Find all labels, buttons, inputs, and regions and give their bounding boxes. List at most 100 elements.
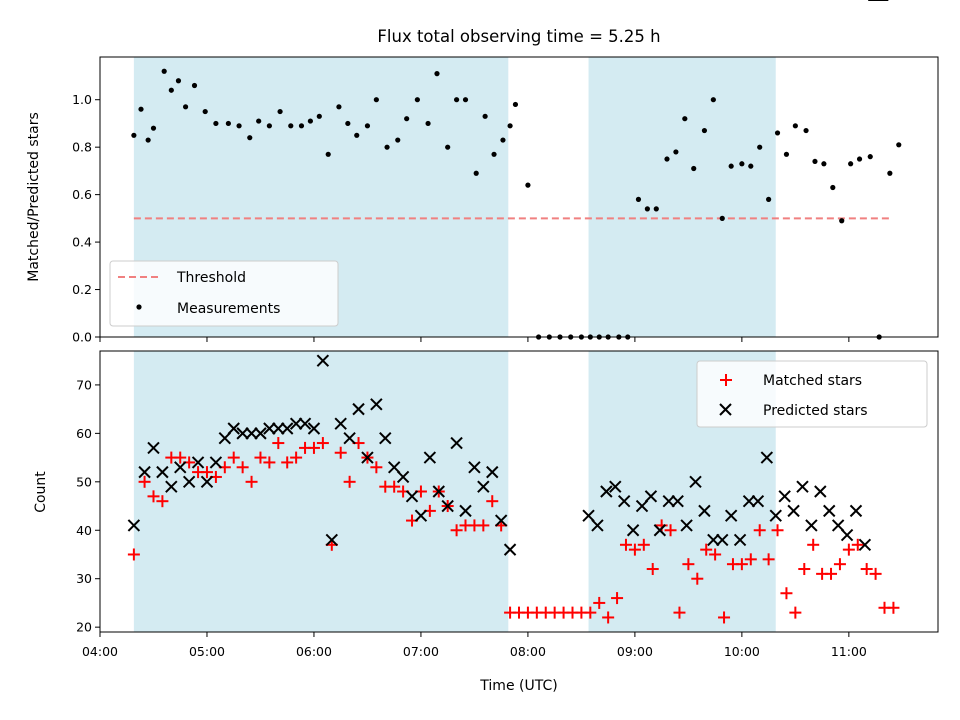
predicted-stars-point [823, 504, 836, 518]
matched-stars-point [343, 475, 356, 488]
matched-stars-point [281, 456, 294, 469]
matched-stars-point [762, 553, 775, 566]
matched-stars-point [316, 437, 329, 450]
matched-stars-point [611, 592, 624, 605]
predicted-stars-point [477, 480, 490, 493]
predicted-stars-point [653, 524, 667, 537]
matched-stars-point [254, 451, 267, 464]
measurements-point [821, 161, 827, 167]
cross-bar [165, 480, 178, 493]
predicted-stars-point [671, 494, 684, 508]
matched-stars-point [682, 558, 695, 571]
y-tick-label: 70 [76, 377, 92, 392]
matched-stars-point [602, 611, 615, 624]
ratio-y-label: Matched/Predicted stars [26, 112, 42, 282]
matched-stars-point [860, 563, 873, 576]
cross-bar [441, 499, 454, 513]
matched-stars-point [842, 543, 855, 556]
cross-bar [370, 398, 383, 411]
cross-bar [432, 485, 445, 498]
cross-bar [671, 494, 684, 508]
predicted-stars-point [423, 451, 437, 464]
predicted-stars-point [494, 514, 508, 527]
measurements-point [803, 127, 809, 134]
cross-bar [209, 456, 223, 469]
predicted-stars-point [289, 417, 303, 430]
matched-stars-point [486, 495, 499, 508]
predicted-stars-point [644, 490, 658, 503]
cross-bar [707, 533, 720, 547]
cross-bar [325, 533, 338, 547]
predicted-stars-point [689, 475, 702, 489]
matched-stars-point [147, 490, 160, 503]
matched-stars-point [744, 553, 757, 566]
measurements-point [644, 206, 650, 212]
predicted-stars-point [600, 485, 613, 498]
matched-stars-point [388, 480, 401, 493]
matched-legend-label: Matched stars [763, 373, 862, 389]
predicted-stars-point [343, 431, 356, 445]
predicted-stars-point [165, 480, 178, 493]
predicted-stars-point [450, 436, 463, 450]
y-tick-label: 0.8 [72, 140, 92, 155]
matched-stars-point [127, 548, 140, 561]
measurements-point [491, 151, 497, 157]
y-tick-label: 60 [76, 426, 92, 441]
measurements-point [395, 137, 401, 143]
y-tick-label: 0.4 [72, 235, 92, 250]
measurements-point [453, 97, 460, 103]
matched-stars-point [628, 543, 641, 556]
matched-stars-point [236, 461, 249, 474]
predicted-stars-point [698, 504, 711, 518]
measurements-point [373, 97, 379, 103]
matched-stars-point [227, 451, 240, 464]
matched-stars-point [334, 446, 347, 459]
cross-bar [174, 461, 187, 474]
cross-bar [289, 417, 303, 430]
cross-bar [769, 509, 782, 522]
matched-stars-point [584, 606, 597, 619]
measurements-point [191, 82, 198, 89]
predicted-stars-point [370, 398, 383, 411]
measurements-point [168, 87, 174, 93]
predicted-stars-point [609, 480, 622, 493]
measurements-point [266, 123, 272, 129]
x-tick-label: 09:00 [617, 644, 653, 659]
y-tick-label: 40 [76, 523, 92, 538]
y-tick-label: 0.0 [72, 330, 92, 345]
observing-window [133, 351, 509, 632]
matched-stars-point [593, 596, 606, 609]
measurements-point [247, 135, 253, 141]
predicted-stars-point [591, 519, 604, 532]
matched-stars-point [771, 524, 784, 537]
ratio-panel: 0.0 0.2 0.4 0.6 0.8 1.0 Matched/Predicted sta… [26, 56, 939, 345]
matched-stars-point [637, 538, 650, 551]
measurements-point [414, 97, 420, 103]
cross-bar [138, 465, 151, 479]
matched-stars-point [619, 538, 632, 551]
matched-legend-swatch [720, 374, 732, 386]
predicted-stars-point [361, 451, 374, 464]
cross-bar [849, 504, 863, 518]
measurements-point [325, 151, 331, 157]
cross-bar [218, 431, 232, 445]
measurements-point [867, 154, 873, 160]
measurements-point [653, 206, 659, 212]
matched-stars-point [200, 466, 213, 479]
cross-bar [387, 461, 401, 474]
predicted-stars-point [707, 533, 720, 547]
cross-bar [778, 490, 791, 503]
cross-bar [503, 543, 517, 556]
measurements-point [425, 120, 431, 127]
measurements-point [225, 120, 231, 127]
measurements-point [507, 123, 513, 129]
measurements-point [728, 163, 734, 169]
measurements-point [896, 142, 902, 148]
predicted-stars-point [209, 456, 223, 469]
ratio-y-axis: 0.0 0.2 0.4 0.6 0.8 1.0 [72, 92, 100, 345]
cross-bar [653, 524, 667, 537]
cross-bar [840, 528, 854, 542]
matched-stars-point [825, 567, 838, 580]
predicted-stars-point [626, 524, 640, 537]
predicted-stars-point [405, 490, 419, 503]
